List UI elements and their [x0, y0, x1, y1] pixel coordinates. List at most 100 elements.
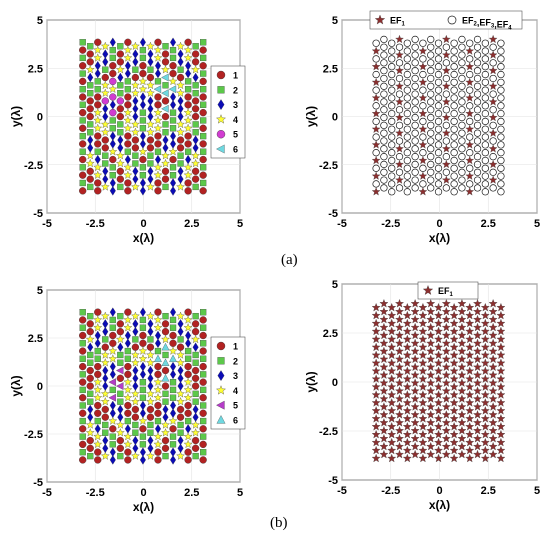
- a-right-point-ef234: [403, 70, 411, 79]
- b-left-point-series-2: [200, 324, 207, 331]
- b-right-xtick-label: 2.5: [481, 485, 496, 497]
- a-right-point-ef1: [488, 112, 498, 122]
- b-left-point-series-4: [183, 393, 193, 402]
- b-left-point-series-1: [116, 374, 125, 382]
- a-right-point-ef234: [481, 70, 489, 79]
- b-left-point-series-3: [109, 400, 116, 411]
- a-left-point-series-2: [200, 39, 207, 46]
- a-right-point-ef234: [388, 156, 396, 165]
- b-left-legend-label: 4: [233, 386, 238, 396]
- b-right-point-ef1: [496, 398, 506, 407]
- b-right-point-ef1: [379, 306, 389, 316]
- b-left-point-series-1: [184, 370, 192, 379]
- a-right-point-ef234: [450, 70, 458, 79]
- b-left-legend-box: [210, 336, 246, 430]
- a-right-point-ef234: [481, 86, 489, 94]
- b-right-point-ef1: [395, 441, 405, 451]
- b-left-point-series-1: [94, 401, 102, 410]
- a-left-point-series-1: [161, 175, 170, 183]
- a-left-point-series-1: [199, 62, 207, 70]
- b-right-point-ef1: [457, 370, 467, 379]
- a-right-point-ef1: [465, 124, 475, 133]
- b-left-point-series-4: [123, 431, 133, 441]
- a-right-point-ef234: [388, 141, 396, 149]
- a-left-point-series-3: [147, 96, 154, 106]
- b-left-point-series-1: [79, 440, 87, 449]
- b-left-point-series-2: [109, 386, 116, 394]
- a-right-point-ef234: [450, 117, 458, 126]
- b-left-point-series-2: [147, 429, 154, 436]
- b-right-point-ef1: [387, 413, 397, 423]
- a-left-point-series-2: [109, 46, 116, 54]
- b-left-point-series-4: [115, 420, 125, 429]
- b-left-point-series-4: [153, 385, 163, 394]
- b-right-point-ef1: [441, 441, 451, 451]
- a-left-point-series-2: [192, 43, 199, 50]
- a-right-point-ef234: [427, 98, 435, 106]
- b-right-point-ef1: [379, 386, 389, 395]
- a-right-point-ef234: [403, 172, 411, 180]
- b-left-point-series-2: [200, 449, 207, 456]
- b-left-point-series-4: [146, 389, 155, 398]
- a-right-point-ef234: [427, 121, 435, 130]
- b-right-point-ef1: [434, 374, 444, 383]
- b-right-point-ef1: [418, 382, 428, 391]
- a-left-point-series-2: [200, 117, 207, 124]
- a-right-point-ef234: [434, 188, 443, 196]
- a-left-point-series-3: [132, 49, 139, 59]
- a-right-point-ef234: [427, 106, 435, 114]
- b-right-point-ef1: [402, 445, 412, 455]
- a-right-point-ef234: [481, 180, 489, 188]
- a-right-point-ef234: [489, 59, 497, 67]
- a-right-point-ef234: [458, 51, 466, 59]
- b-right-point-ef1: [496, 374, 506, 383]
- a-right-point-ef234: [489, 43, 497, 51]
- a-left-point-series-1: [154, 101, 162, 109]
- b-right-point-ef1: [449, 398, 459, 407]
- a-left-point-series-4: [168, 76, 178, 86]
- a-left-point-series-2: [147, 152, 154, 159]
- b-right-point-ef1: [496, 453, 506, 463]
- a-right-point-ef234: [388, 172, 396, 180]
- b-left-point-series-2: [192, 351, 199, 359]
- b-right-point-ef1: [434, 445, 444, 455]
- a-right-point-ef234: [473, 106, 482, 114]
- b-left-point-series-4: [176, 358, 185, 367]
- a-left-point-series-4: [153, 123, 163, 133]
- a-right-point-ef234: [442, 43, 450, 51]
- b-left-point-series-3: [177, 326, 184, 337]
- b-left-legend-label: 2: [233, 356, 238, 366]
- b-right-point-ef1: [441, 402, 451, 411]
- a-left-point-series-3: [139, 139, 146, 149]
- a-left-point-series-4: [130, 127, 140, 136]
- b-right-point-ef1: [496, 334, 506, 344]
- b-left-point-series-3: [132, 365, 139, 376]
- a-left-point-series-3: [109, 178, 116, 188]
- b-left-xtick-label: 0: [140, 487, 146, 499]
- a-right-xtick-label: 0: [436, 218, 442, 230]
- a-left-legend-label: 6: [233, 145, 238, 155]
- b-right-point-ef1: [465, 374, 475, 383]
- a-left-point-series-2: [132, 66, 139, 73]
- a-right-point-ef234: [473, 137, 482, 145]
- b-left-point-series-1: [79, 394, 87, 402]
- b-left-point-series-3: [185, 338, 192, 349]
- b-right-point-ef1: [488, 322, 498, 332]
- a-left-point-series-5: [101, 97, 109, 105]
- b-right-legend-label: EF1: [438, 286, 454, 298]
- a-right-point-ef234: [419, 149, 427, 157]
- a-left-point-series-2: [139, 117, 147, 124]
- a-right-point-ef234: [497, 164, 505, 172]
- a-right-point-ef234: [466, 39, 474, 47]
- b-right-point-ef1: [480, 302, 490, 312]
- a-left-point-series-3: [177, 57, 184, 67]
- b-left-point-series-2: [139, 379, 147, 386]
- b-left-point-series-2: [109, 316, 116, 324]
- a-left-point-series-3: [102, 111, 109, 122]
- a-right-point-ef234: [466, 86, 474, 94]
- a-right-legend-label: EF1: [390, 16, 406, 28]
- a-left-point-series-2: [169, 54, 177, 62]
- b-left-point-series-2: [124, 347, 131, 355]
- a-left-point-series-3: [170, 131, 177, 141]
- b-right-point-ef1: [473, 306, 483, 316]
